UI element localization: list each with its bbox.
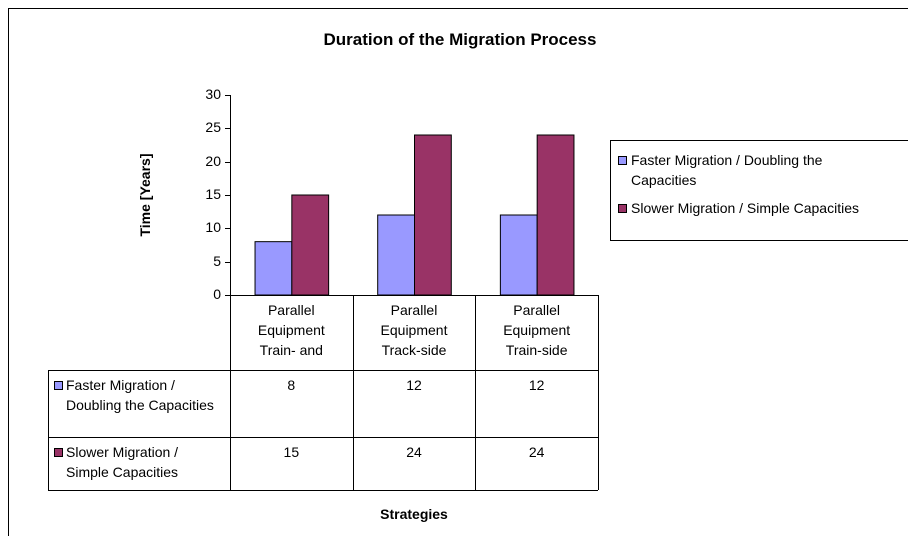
bar (254, 241, 293, 296)
y-tick-label: 0 (213, 286, 221, 302)
table-value: 12 (406, 377, 422, 393)
bar (536, 134, 575, 296)
legend-key (618, 156, 627, 165)
y-tick-label: 20 (205, 153, 221, 169)
table-value: 12 (528, 377, 545, 393)
legend-key (618, 204, 627, 213)
table-value: 15 (283, 444, 300, 460)
table-row-label: Slower Migration / Simple Capacities (66, 444, 179, 480)
chart-title: Duration of the Migration Process (323, 30, 597, 49)
table-value: 24 (528, 444, 545, 460)
bar (499, 214, 538, 296)
x-tick-label: Parallel Equipment Train- and (257, 302, 325, 358)
bar (291, 194, 330, 296)
x-axis-title: Strategies (380, 506, 448, 522)
y-axis-title: Time [Years] (137, 153, 153, 237)
legend-label: Slower Migration / Simple Capacities (631, 200, 859, 216)
table-value: 24 (406, 444, 422, 460)
y-tick-label: 25 (205, 119, 221, 135)
bar (377, 214, 416, 296)
table-value: 8 (287, 377, 296, 393)
legend-label: Faster Migration / Doubling the Capaciti… (631, 152, 823, 188)
chart-border (8, 8, 908, 536)
x-tick-label: Parallel Equipment Train-side (503, 302, 571, 358)
y-tick-label: 5 (213, 253, 221, 269)
bar (414, 134, 452, 296)
y-tick-label: 30 (205, 86, 221, 102)
legend-box (610, 140, 908, 241)
table-legend-key (54, 381, 63, 390)
y-tick-label: 15 (205, 186, 221, 202)
y-tick-label: 10 (205, 219, 221, 235)
table-legend-key (54, 448, 63, 457)
table-row-label: Faster Migration / Doubling the Capaciti… (66, 377, 214, 413)
x-tick-label: Parallel Equipment Track-side (380, 302, 448, 358)
